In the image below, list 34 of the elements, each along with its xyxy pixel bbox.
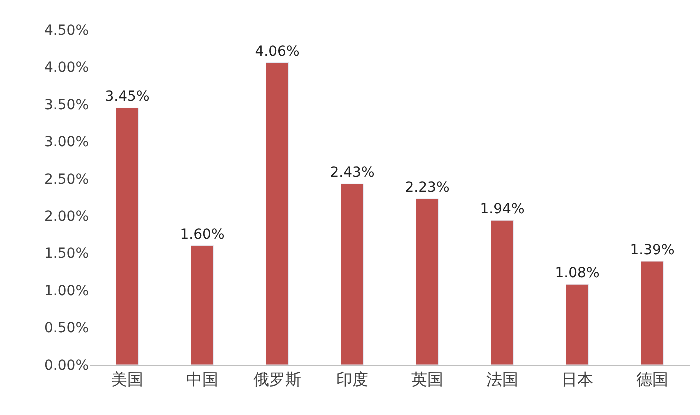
y-tick-label: 3.50% [44,97,89,114]
bar [341,184,364,365]
data-label: 1.94% [480,202,525,218]
y-tick-label: 2.00% [44,209,89,226]
y-tick-label: 4.00% [44,60,89,76]
y-tick-label: 4.50% [44,22,89,39]
x-tick-label: 美国 [112,370,144,390]
y-tick-label: 1.50% [44,246,89,262]
bar [191,246,214,365]
y-tick-label: 0.00% [44,358,89,374]
y-tick-label: 2.50% [44,172,89,188]
y-tick-label: 0.50% [44,320,89,337]
x-tick-label: 英国 [412,370,444,390]
bar [491,220,514,365]
x-tick-label: 法国 [486,370,518,390]
bar [266,62,289,365]
bar [566,284,589,365]
bar [416,198,439,365]
data-label: 4.06% [255,44,300,60]
data-label: 3.45% [105,89,150,106]
data-label: 1.08% [555,266,600,282]
x-tick-label: 俄罗斯 [254,370,302,390]
bar [641,261,664,365]
y-tick-label: 3.00% [44,134,89,151]
y-tick-label: 1.00% [44,283,89,300]
x-tick-label: 日本 [562,370,594,390]
x-tick-label: 中国 [186,370,218,390]
data-label: 1.39% [630,242,675,259]
x-tick-label: 印度 [336,370,368,390]
data-label: 1.60% [180,226,225,243]
data-label: 2.43% [330,165,375,182]
data-label: 2.23% [405,180,450,196]
x-tick-label: 德国 [636,370,668,390]
bar [116,108,139,365]
